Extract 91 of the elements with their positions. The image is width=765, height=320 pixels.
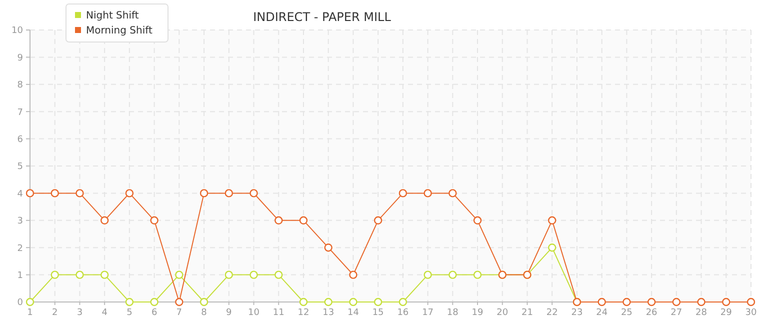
x-tick-label: 15 xyxy=(372,308,384,318)
x-tick-label: 9 xyxy=(226,308,232,318)
point xyxy=(448,189,457,198)
point xyxy=(374,216,382,224)
x-tick-label: 21 xyxy=(522,308,533,318)
point xyxy=(250,189,258,198)
x-tick-label: 5 xyxy=(126,308,132,318)
x-tick-label: 25 xyxy=(620,308,632,318)
point xyxy=(125,298,134,306)
point xyxy=(250,270,258,279)
x-tick-label: 28 xyxy=(696,308,708,318)
y-tick-label: 10 xyxy=(12,26,24,36)
x-tick-label: 4 xyxy=(102,308,108,318)
y-tick-label: 1 xyxy=(17,270,23,281)
point xyxy=(424,189,432,198)
point xyxy=(324,298,332,306)
y-tick-label: 9 xyxy=(17,53,24,64)
x-tick-label: 20 xyxy=(496,308,508,318)
point xyxy=(200,189,208,198)
x-tick-label: 24 xyxy=(596,308,608,318)
y-tick-label: 3 xyxy=(17,216,23,227)
point xyxy=(398,298,408,306)
x-tick-label: 19 xyxy=(472,308,484,318)
x-tick-label: 3 xyxy=(76,308,83,318)
point xyxy=(324,244,332,252)
x-tick-label: 2 xyxy=(52,308,58,318)
point xyxy=(622,298,631,306)
chart-title: INDIRECT - PAPER MILL xyxy=(253,10,392,24)
point xyxy=(175,298,184,306)
point xyxy=(647,298,656,306)
legend-label: Night Shift xyxy=(86,10,139,22)
point xyxy=(473,216,482,224)
point xyxy=(598,298,606,306)
x-tick-label: 7 xyxy=(176,308,182,318)
point xyxy=(224,270,233,279)
point xyxy=(299,298,308,306)
point xyxy=(100,216,109,224)
x-tick-label: 13 xyxy=(322,308,334,318)
x-tick-label: 12 xyxy=(298,308,310,318)
point xyxy=(473,270,482,279)
point xyxy=(76,270,84,279)
y-tick-label: 6 xyxy=(17,134,24,145)
legend-label: Morning Shift xyxy=(86,26,152,36)
x-tick-label: 11 xyxy=(272,308,284,318)
point xyxy=(374,298,382,306)
point xyxy=(274,270,283,279)
x-tick-label: 14 xyxy=(347,308,360,318)
y-tick-label: 0 xyxy=(17,298,24,308)
point xyxy=(697,298,706,306)
point xyxy=(349,270,358,279)
point xyxy=(746,298,756,306)
point xyxy=(349,298,358,306)
x-tick-label: 8 xyxy=(201,308,208,318)
point xyxy=(722,298,730,306)
y-tick-label: 8 xyxy=(17,80,24,91)
point xyxy=(125,189,134,198)
y-tick-label: 4 xyxy=(17,189,24,200)
point xyxy=(672,298,681,306)
point xyxy=(200,298,208,306)
point xyxy=(175,270,184,279)
point xyxy=(150,216,158,224)
y-tick-label: 5 xyxy=(17,162,23,172)
point xyxy=(26,298,34,306)
x-tick-label: 22 xyxy=(546,308,558,318)
x-tick-label: 18 xyxy=(446,308,459,318)
point xyxy=(50,270,59,279)
x-tick-label: 16 xyxy=(397,308,409,318)
x-tick-label: 10 xyxy=(248,308,260,318)
point xyxy=(50,189,59,198)
x-tick-label: 17 xyxy=(422,308,434,318)
x-tick-label: 27 xyxy=(670,308,682,318)
point xyxy=(424,270,432,279)
x-tick-label: 26 xyxy=(646,308,658,318)
point xyxy=(398,189,408,198)
point xyxy=(224,189,233,198)
x-tick-label: 23 xyxy=(571,308,583,318)
y-tick-label: 2 xyxy=(17,244,23,254)
x-tick-label: 30 xyxy=(745,308,757,318)
point xyxy=(100,270,109,279)
point xyxy=(548,244,556,252)
point xyxy=(299,216,308,224)
x-tick-label: 6 xyxy=(151,308,158,318)
point xyxy=(76,189,84,198)
point xyxy=(274,216,283,224)
point xyxy=(150,298,158,306)
x-tick-label: 29 xyxy=(720,308,732,318)
point xyxy=(26,189,34,198)
x-tick-label: 1 xyxy=(27,308,33,318)
point xyxy=(448,270,457,279)
point xyxy=(548,216,556,224)
y-tick-label: 7 xyxy=(17,108,23,118)
